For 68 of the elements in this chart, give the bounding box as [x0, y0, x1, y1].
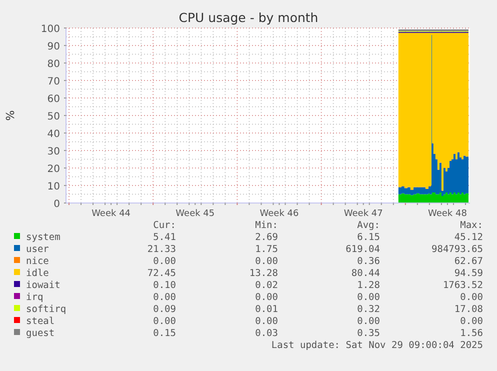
x-tick-label: Week 47: [344, 209, 383, 219]
text: 5.41: [153, 232, 176, 243]
y-tick-label: 30: [47, 146, 60, 158]
text: 0.00: [153, 292, 176, 303]
text: 6.15: [357, 232, 380, 243]
text: Last update: Sat Nov 29 09:00:04 2025: [271, 340, 483, 351]
text: Min:: [255, 220, 278, 231]
y-tick-label: 10: [47, 182, 60, 192]
text: 21.33: [147, 244, 176, 255]
legend-label: nice: [26, 256, 50, 267]
x-tick-label: Week 44: [92, 209, 131, 219]
y-tick-label: 90: [47, 42, 60, 52]
text: 0.01: [255, 304, 278, 315]
legend-label: idle: [26, 268, 50, 279]
text: 984793.65: [432, 244, 483, 255]
text: 0.02: [255, 280, 278, 291]
y-tick-label: 100: [40, 24, 60, 35]
text: 13.28: [249, 268, 278, 279]
legend-label: irq: [26, 292, 44, 303]
text: 62.67: [454, 256, 483, 267]
text: 0.00: [153, 316, 176, 327]
text: 0.35: [357, 328, 380, 339]
text: 0.00: [460, 316, 484, 327]
legend-label: iowait: [26, 280, 60, 291]
y-tick-label: 0: [54, 199, 60, 210]
text: 0.00: [255, 292, 278, 303]
chart-title: CPU usage - by month: [178, 10, 318, 25]
text: 0.00: [255, 316, 278, 327]
text: 0.10: [153, 280, 176, 291]
y-tick-label: 60: [47, 94, 60, 105]
text: 0.09: [153, 304, 176, 315]
text: 0.00: [357, 316, 380, 327]
text: 619.04: [346, 244, 380, 255]
text: 1.56: [460, 328, 484, 339]
text: Cur:: [153, 220, 176, 231]
y-tick-label: 20: [47, 164, 60, 175]
legend-label: user: [26, 244, 50, 255]
text: 0.36: [357, 256, 380, 267]
text: 1763.52: [442, 280, 483, 291]
legend-label: guest: [26, 328, 55, 339]
text: 0.00: [460, 292, 484, 303]
text: 0.00: [153, 256, 176, 267]
legend-label: softirq: [26, 304, 66, 315]
text: 0.32: [357, 304, 380, 315]
text: Avg:: [357, 220, 380, 231]
text: 80.44: [351, 268, 380, 279]
text: 0.15: [153, 328, 176, 339]
y-tick-label: 80: [47, 59, 60, 70]
y-axis-title: %: [4, 110, 17, 121]
y-tick-label: 70: [47, 76, 60, 88]
y-tick-label: 40: [47, 129, 60, 140]
text: 2.69: [255, 232, 278, 243]
x-tick-label: Week 46: [260, 209, 300, 219]
x-tick-label: Week 48: [428, 209, 468, 219]
text: 94.59: [454, 268, 484, 279]
text: 72.45: [147, 268, 176, 279]
text: 1.28: [357, 280, 380, 291]
legend-label: steal: [26, 316, 55, 327]
text: 0.00: [255, 256, 278, 267]
text: 0.00: [357, 292, 380, 303]
legend-label: system: [26, 232, 61, 243]
text: 17.08: [454, 304, 484, 315]
x-tick-label: Week 45: [176, 209, 215, 219]
text: Max:: [460, 220, 483, 231]
y-tick-label: 50: [47, 112, 60, 122]
text: 45.12: [454, 232, 483, 243]
text: 0.03: [255, 328, 278, 339]
text: 1.75: [255, 244, 278, 255]
